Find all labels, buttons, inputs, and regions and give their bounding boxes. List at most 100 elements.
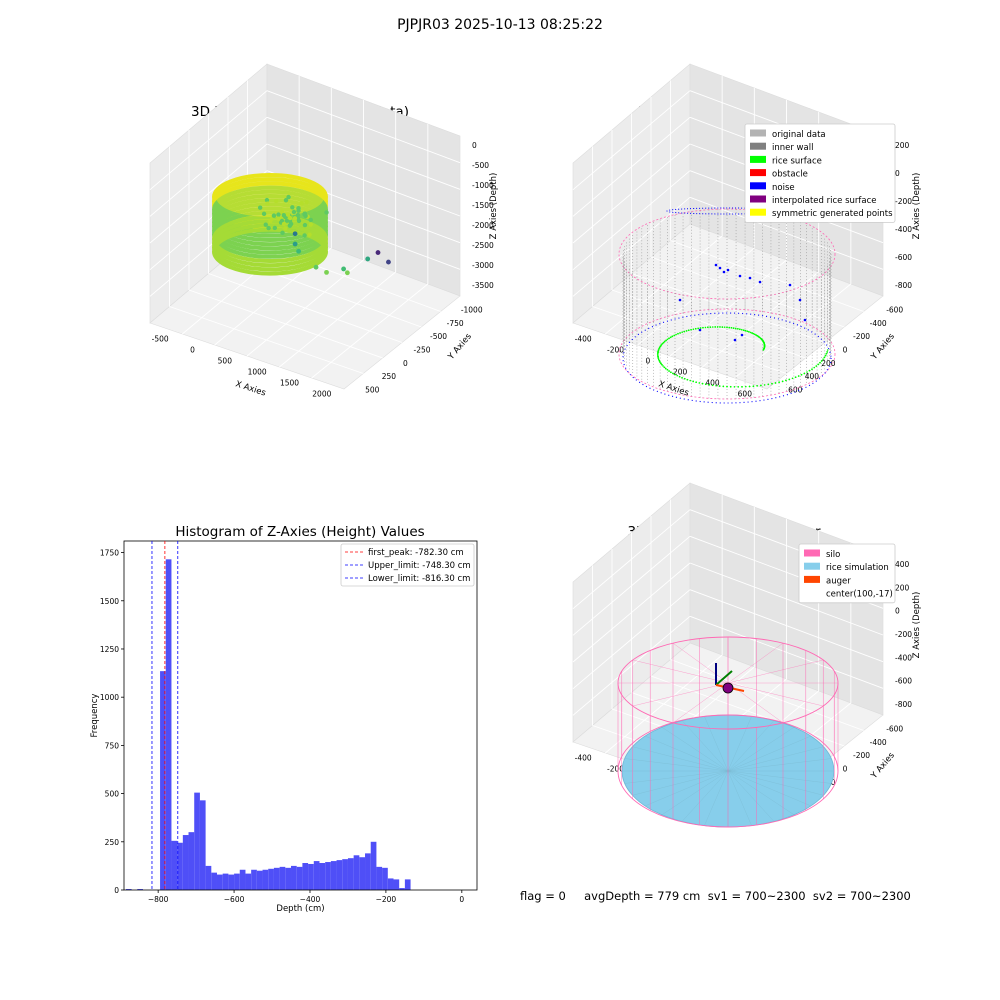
legend-swatch — [804, 575, 820, 583]
classified-cloud — [618, 207, 836, 404]
y-tick-label: 1000 — [100, 693, 119, 702]
histogram-bar — [234, 873, 240, 890]
rice-surface-point — [824, 354, 827, 357]
x-tick-label: −800 — [148, 895, 169, 904]
x-axis-label: X Axies — [234, 379, 267, 398]
rice-surface-point — [657, 353, 659, 355]
z-tick-label: -3000 — [472, 261, 494, 270]
z-tick-label: -3500 — [472, 281, 494, 290]
y-tick-label: 250 — [105, 838, 120, 847]
silo-roof-wire — [727, 659, 824, 684]
histogram-bar — [194, 792, 200, 890]
x-tick-label: −400 — [300, 895, 321, 904]
histogram-bar — [393, 879, 400, 890]
histogram-bar — [199, 800, 206, 890]
rice-surface-point — [825, 352, 828, 355]
rice-surface-point — [709, 326, 712, 328]
noise-point — [748, 276, 752, 280]
grid-line — [572, 90, 691, 191]
legend-swatch — [750, 208, 766, 216]
raw-point — [292, 216, 298, 221]
x-axis-label: X Axies — [657, 379, 690, 398]
histogram-bar — [359, 857, 366, 890]
outlier-point — [341, 266, 347, 272]
rice-surface-point — [716, 326, 719, 328]
histogram-bar — [291, 865, 297, 890]
histogram-bar — [336, 860, 343, 890]
z-axis-label: Z Axies (Depth) — [489, 173, 499, 240]
rice-surface-point — [681, 331, 683, 334]
rice-surface-point — [673, 334, 676, 337]
outlier-point — [344, 270, 350, 276]
rice-surface-point — [663, 366, 666, 369]
y-tick-label: -250 — [413, 346, 430, 355]
rice-surface-point — [781, 380, 784, 383]
z-tick-label: 0 — [895, 169, 900, 178]
rice-surface-point — [728, 326, 731, 329]
rice-surface-point — [695, 381, 697, 383]
rice-surface-point — [723, 326, 726, 328]
histogram-bar — [205, 865, 212, 890]
outlier-point — [375, 250, 381, 255]
histogram-bar — [216, 874, 223, 890]
rice-surface-point — [692, 328, 695, 331]
raw-point — [295, 212, 301, 218]
histogram-bar — [353, 855, 360, 890]
rice-surface-point — [734, 327, 737, 330]
histogram-bar — [370, 841, 377, 890]
rice-surface-point — [732, 327, 735, 329]
raw-point — [302, 212, 307, 217]
rice-surface-point — [806, 371, 808, 373]
raw-point — [287, 215, 293, 221]
rice-surface-point — [763, 344, 766, 347]
rice-surface-point — [741, 385, 743, 388]
raw-point — [304, 199, 309, 205]
x-tick-label: 0 — [645, 357, 650, 366]
rice-surface-point — [797, 375, 800, 377]
legend-label: original data — [772, 130, 826, 140]
rice-surface-point — [657, 354, 659, 357]
rice-surface-point — [815, 365, 818, 367]
legend-swatch — [750, 155, 766, 163]
z-axis-label: Z Axies (Depth) — [912, 173, 922, 240]
rice-surface-point — [800, 373, 803, 376]
raw-point — [307, 232, 312, 237]
rice-surface-point — [758, 336, 761, 339]
noise-bottom-rim — [622, 312, 832, 404]
rice-surface-point — [744, 329, 747, 332]
histogram-legend — [340, 543, 475, 587]
rice-surface-point — [763, 342, 765, 345]
raw-point — [265, 201, 270, 206]
rice-surface-point — [733, 386, 736, 388]
raw-point — [279, 209, 285, 215]
rice-surface-point — [826, 349, 829, 351]
noise-point — [718, 266, 722, 270]
panel-title: Histogram of Z-Axies (Height) Values — [175, 524, 424, 540]
x-tick-label: 0 — [190, 346, 195, 355]
legend-label: first_peak: -782.30 cm — [368, 548, 464, 558]
silo-roof-wire — [632, 682, 729, 707]
histogram-bar — [222, 873, 229, 890]
rice-surface-point — [698, 382, 701, 384]
rice-surface-point — [711, 326, 714, 328]
z-tick-label: -200 — [895, 197, 912, 206]
legend-swatch — [804, 562, 820, 570]
x-tick-label: -400 — [575, 754, 592, 763]
silo-roof-wire — [727, 642, 784, 684]
histogram-bar — [177, 842, 183, 890]
rice-surface-point — [778, 381, 780, 383]
legend-label: center(100,-17) — [826, 590, 893, 600]
rice-surface-point — [719, 326, 721, 328]
noise-point — [678, 298, 682, 302]
y-tick-label: -600 — [886, 306, 903, 315]
rice-surface-point — [657, 349, 660, 351]
legend-swatch — [750, 169, 766, 177]
histogram-bar — [262, 869, 269, 890]
center-marker — [722, 682, 734, 694]
silo-roof-wire — [727, 682, 824, 707]
y-axis-label: Y Axies — [446, 331, 474, 362]
rice-surface-point — [669, 336, 672, 339]
rice-surface-point — [658, 346, 661, 349]
raw-point — [257, 205, 263, 210]
